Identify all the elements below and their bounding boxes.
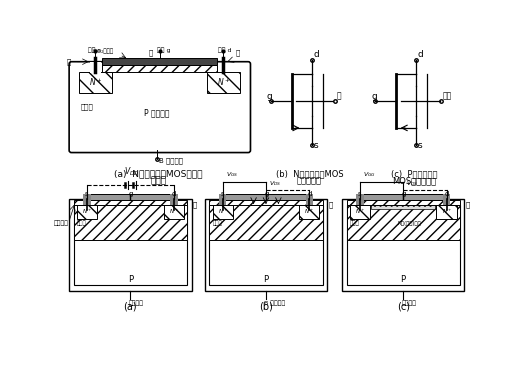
Text: s: s [418, 141, 422, 150]
Text: g: g [402, 191, 406, 197]
Text: (c): (c) [397, 301, 410, 311]
Bar [74, 200, 187, 205]
Text: B 衬底引线: B 衬底引线 [159, 157, 183, 164]
Text: $V_{DS}$: $V_{DS}$ [269, 179, 281, 188]
Bar [74, 205, 187, 239]
Text: $N^+$: $N^+$ [442, 207, 452, 216]
Text: 管代表符号: 管代表符号 [297, 176, 322, 185]
Bar [356, 194, 364, 205]
Bar [83, 194, 91, 205]
Bar [209, 205, 323, 239]
Bar [88, 194, 173, 200]
Text: g: g [129, 191, 133, 197]
Bar [102, 58, 217, 65]
Text: 栅极 g: 栅极 g [157, 47, 170, 53]
Bar [209, 205, 323, 285]
Bar [436, 205, 457, 219]
Text: 耗尽层: 耗尽层 [212, 220, 222, 226]
Bar [347, 205, 460, 239]
Text: $N^+$: $N^+$ [304, 207, 314, 216]
Bar [212, 205, 233, 219]
Bar [77, 205, 97, 219]
Bar [347, 205, 460, 285]
Text: $V_{DD}$: $V_{DD}$ [124, 166, 139, 178]
Text: $V_{GG}$: $V_{GG}$ [363, 170, 376, 179]
Text: g: g [267, 92, 272, 101]
Bar [347, 200, 460, 205]
Bar [205, 199, 327, 291]
Text: g: g [371, 92, 377, 101]
Bar [371, 205, 435, 209]
Text: 铝: 铝 [67, 58, 71, 65]
FancyBboxPatch shape [69, 62, 251, 153]
Text: 衬: 衬 [337, 92, 341, 101]
Text: N型(感生)沟道: N型(感生)沟道 [397, 221, 421, 226]
Text: P: P [264, 275, 268, 284]
Text: $V_{GS}$: $V_{GS}$ [226, 170, 238, 179]
Text: 二氧化硅: 二氧化硅 [53, 220, 68, 226]
Text: 漏极 d: 漏极 d [218, 47, 232, 53]
Bar [102, 65, 217, 72]
Text: s: s [221, 191, 224, 197]
Text: P: P [128, 275, 133, 284]
Text: d: d [307, 191, 312, 197]
Text: 耗尽层: 耗尽层 [81, 103, 93, 110]
Text: 耗尽层: 耗尽层 [77, 220, 87, 226]
Text: (b): (b) [259, 301, 273, 311]
Text: d: d [172, 191, 176, 197]
Text: 铝: 铝 [329, 201, 333, 208]
Text: $N^+$: $N^+$ [169, 207, 179, 216]
Text: 衬底引线: 衬底引线 [401, 300, 417, 306]
Text: $N^+$: $N^+$ [218, 207, 228, 216]
Bar [361, 194, 446, 200]
Bar [69, 199, 192, 291]
Text: g: g [265, 191, 269, 197]
Text: 铝: 铝 [148, 50, 152, 56]
Bar [305, 194, 313, 205]
Text: 铝: 铝 [235, 50, 240, 56]
Text: B 衬底引线: B 衬底引线 [265, 300, 286, 306]
Text: $V_{DS}$: $V_{DS}$ [406, 179, 419, 188]
Text: s: s [313, 141, 318, 150]
Text: (a)  N沟道增强型MOS管结构: (a) N沟道增强型MOS管结构 [114, 169, 203, 179]
Text: 耗尽层: 耗尽层 [350, 220, 360, 226]
Text: $N^+$: $N^+$ [82, 207, 92, 216]
Text: s: s [85, 191, 89, 197]
Text: $N^+$: $N^+$ [355, 207, 365, 216]
Text: d: d [313, 50, 319, 59]
Bar [164, 205, 184, 219]
Text: $N^+$: $N^+$ [89, 76, 102, 88]
Text: 衬底: 衬底 [443, 92, 452, 101]
Bar [350, 205, 370, 219]
Text: 铝: 铝 [193, 201, 197, 208]
Text: s: s [358, 191, 362, 197]
Text: 衬底引线: 衬底引线 [129, 300, 144, 306]
Bar [223, 194, 309, 200]
Text: d: d [418, 50, 424, 59]
Bar [209, 200, 323, 205]
Text: MOS管代表符号: MOS管代表符号 [392, 176, 436, 185]
Text: $N^+$: $N^+$ [217, 76, 230, 88]
Text: 铝: 铝 [466, 201, 470, 208]
Text: (c)  P沟道增强型: (c) P沟道增强型 [391, 169, 437, 179]
Bar [79, 72, 112, 93]
Bar [443, 194, 450, 205]
Bar [74, 205, 187, 285]
Bar [90, 62, 101, 73]
Text: 源极 s: 源极 s [88, 47, 100, 53]
Text: d: d [444, 191, 449, 197]
Text: (a): (a) [124, 301, 137, 311]
Text: P 型硅衬底: P 型硅衬底 [144, 109, 170, 117]
Bar [342, 199, 465, 291]
Bar [299, 205, 319, 219]
Bar [170, 194, 177, 205]
Text: P: P [400, 275, 406, 284]
Bar [207, 72, 240, 93]
Bar [219, 194, 227, 205]
Text: SiO₂绝佐层: SiO₂绝佐层 [92, 48, 113, 54]
Text: (b)  N沟道增强型MOS: (b) N沟道增强型MOS [276, 169, 343, 179]
Text: 示意图: 示意图 [150, 176, 167, 185]
